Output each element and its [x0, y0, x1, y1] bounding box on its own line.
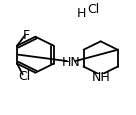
FancyBboxPatch shape: [93, 75, 108, 80]
Text: Cl: Cl: [18, 69, 30, 82]
Text: F: F: [23, 29, 30, 42]
Text: HN: HN: [61, 55, 80, 68]
Text: Cl: Cl: [88, 3, 100, 16]
Text: NH: NH: [91, 71, 110, 83]
Text: H: H: [77, 7, 86, 20]
